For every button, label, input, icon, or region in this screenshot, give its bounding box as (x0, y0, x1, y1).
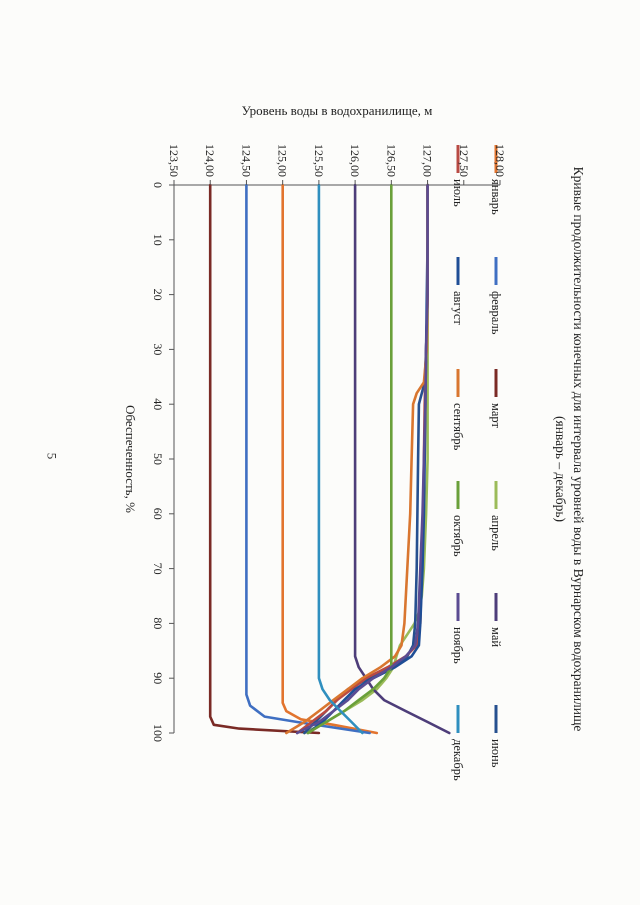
legend-label: январь (489, 179, 503, 215)
x-tick-label: 80 (151, 617, 165, 629)
y-tick-label: 127,50 (457, 144, 471, 177)
x-axis-label: Обеспеченность, % (123, 405, 138, 513)
x-axis-ticks: 0 10 20 30 40 50 60 70 80 90 100 (151, 182, 174, 742)
legend-label: апрель (489, 515, 503, 551)
series-line-7 (295, 183, 429, 735)
y-tick-label: 124,50 (239, 144, 253, 177)
x-tick-label: 30 (151, 343, 165, 355)
x-tick-label: 20 (151, 289, 165, 301)
chart-title: Кривые продолжительности конечных для ин… (571, 167, 586, 732)
x-tick-label: 10 (151, 234, 165, 246)
legend-label: ноябрь (451, 627, 465, 664)
series-line-12 (317, 183, 364, 735)
series-line-10 (306, 183, 393, 735)
legend-label: декабрь (451, 739, 465, 781)
legend-label: июнь (489, 739, 503, 768)
x-tick-label: 50 (151, 453, 165, 465)
y-tick-label: 128,00 (493, 144, 507, 177)
y-tick-label: 127,00 (421, 144, 435, 177)
y-axis-ticks: 123,50 124,00 124,50 125,00 125,50 126,00 126,… (167, 144, 507, 185)
legend-label: сентябрь (451, 403, 465, 451)
legend-label: май (489, 627, 503, 647)
x-tick-label: 100 (151, 724, 165, 742)
series-line-3 (208, 183, 321, 735)
series-line-5 (353, 183, 451, 735)
y-tick-label: 126,50 (384, 144, 398, 177)
y-tick-label: 124,00 (203, 144, 217, 177)
x-tick-label: 90 (151, 672, 165, 684)
y-tick-label: 126,00 (348, 144, 362, 177)
x-tick-label: 60 (151, 508, 165, 520)
series-group (208, 183, 451, 735)
x-tick-label: 0 (151, 182, 165, 188)
y-tick-label: 123,50 (167, 144, 181, 177)
legend-label: февраль (489, 291, 503, 335)
legend-label: август (451, 291, 465, 325)
legend-label: март (489, 403, 503, 428)
series-line-11 (295, 183, 429, 735)
series-line-9 (284, 183, 429, 735)
y-tick-label: 125,00 (276, 144, 290, 177)
x-tick-label: 40 (151, 398, 165, 410)
legend-label: июль (451, 179, 465, 207)
series-line-1 (281, 183, 379, 735)
series-line-2 (245, 183, 371, 735)
y-axis-label: Уровень воды в водохранилище, м (242, 103, 433, 118)
legend-label: октябрь (451, 515, 465, 557)
legend: январь февраль март апрель май июнь июль август… (451, 145, 503, 781)
x-tick-label: 70 (151, 563, 165, 575)
y-tick-label: 125,50 (312, 144, 326, 177)
chart-subtitle: (январь – декабрь) (553, 416, 568, 522)
